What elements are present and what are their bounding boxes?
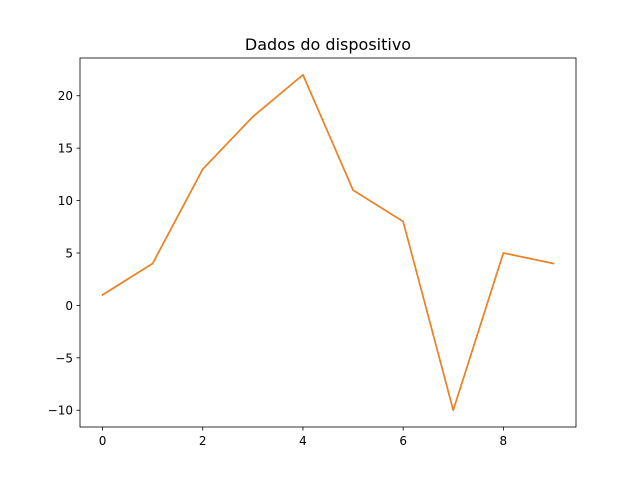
series-line-2 bbox=[101, 74, 555, 411]
x-tick-label: 8 bbox=[500, 434, 508, 448]
y-tick-label: 15 bbox=[58, 142, 73, 156]
y-tick-label: −10 bbox=[48, 404, 73, 418]
chart-title: Dados do dispositivo bbox=[245, 35, 411, 54]
x-tick-label: 6 bbox=[399, 434, 407, 448]
x-tick-label: 2 bbox=[199, 434, 207, 448]
y-tick-label: 20 bbox=[58, 89, 73, 103]
y-tick-label: 0 bbox=[65, 299, 73, 313]
x-tick-label: 0 bbox=[99, 434, 107, 448]
axes-frame bbox=[79, 57, 577, 428]
x-tick-label: 4 bbox=[299, 434, 307, 448]
axes-layer: 0 2 4 6 8 −10 −5 0 5 10 15 20 bbox=[48, 57, 577, 448]
series-layer bbox=[101, 74, 555, 411]
y-tick-label: 5 bbox=[65, 246, 73, 260]
y-tick-label: −5 bbox=[55, 351, 73, 365]
y-tick-label: 10 bbox=[58, 194, 73, 208]
